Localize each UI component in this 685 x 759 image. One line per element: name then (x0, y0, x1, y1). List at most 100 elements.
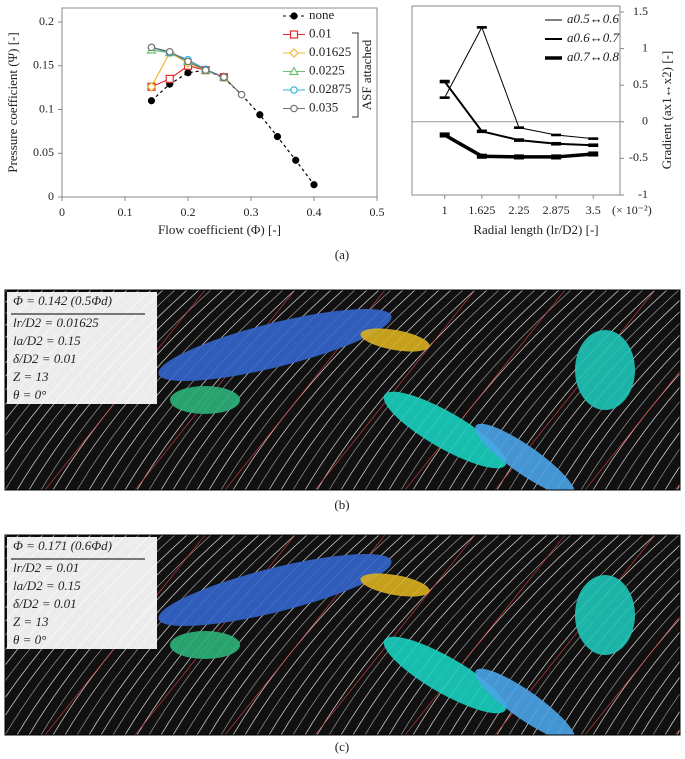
streamline (328, 290, 500, 490)
streamline (100, 290, 272, 490)
caption: (c) (335, 739, 349, 754)
legend-label: 0.02875 (309, 81, 351, 96)
panel-parameter: Φ = 0.171 (0.6Φd) (13, 538, 112, 553)
x-tick-label: 0 (59, 205, 65, 219)
streamline (160, 535, 332, 735)
streamline (376, 290, 548, 490)
legend-label: 0.035 (309, 99, 338, 114)
streamline (328, 535, 500, 735)
streamline (400, 290, 572, 490)
panel-parameter: la/D2 = 0.15 (13, 578, 81, 593)
marker (476, 153, 487, 159)
streamline (652, 693, 680, 735)
streamline (424, 535, 596, 735)
vortex-blob (575, 330, 635, 410)
vortex-blob (383, 391, 507, 469)
legend-marker (290, 104, 298, 113)
panel-parameter: Z = 13 (13, 614, 49, 629)
y2-tick-label: 0 (642, 114, 648, 128)
legend-label: 0.0225 (309, 62, 345, 77)
y-tick-label: 0.2 (39, 14, 54, 28)
streamline (100, 535, 272, 735)
vortex-blob (158, 553, 392, 627)
legend-bracket (352, 32, 359, 118)
y2-tick-label: 0.5 (633, 77, 648, 91)
streamline (364, 535, 536, 735)
legend-label: a0.6↔0.7 (567, 30, 620, 45)
y2-tick-label: 1.5 (633, 4, 648, 18)
streamline (412, 290, 584, 490)
streamline (580, 359, 680, 490)
streamline (592, 617, 680, 735)
marker (146, 81, 157, 92)
blade-edge (404, 290, 566, 490)
streamline (376, 535, 548, 735)
vortex-blob (360, 573, 430, 597)
marker (513, 126, 524, 129)
legend-marker (290, 86, 298, 94)
marker (147, 97, 156, 105)
series-line (151, 69, 315, 186)
panel-parameter: lr/D2 = 0.01 (13, 560, 79, 575)
panel-parameter: δ/D2 = 0.01 (13, 351, 77, 366)
streamline (604, 386, 680, 490)
marker (292, 156, 300, 164)
blade-edge (584, 370, 680, 490)
streamline (304, 535, 476, 735)
streamline (424, 290, 596, 490)
label-box (7, 292, 157, 404)
marker (310, 181, 318, 189)
marker (165, 74, 174, 83)
marker (184, 69, 192, 77)
streamline (436, 290, 608, 490)
streamline (640, 676, 680, 735)
marker (165, 47, 174, 56)
marker (237, 90, 246, 99)
streamline (400, 535, 572, 735)
streamline (436, 535, 608, 735)
streamline (652, 448, 680, 490)
x-axis-label: Flow coefficient (Φ) [-] (158, 222, 281, 237)
legend-marker (290, 12, 298, 20)
marker (588, 137, 599, 140)
streamline (628, 660, 680, 735)
y-tick-label: 0.15 (33, 58, 54, 72)
streamline (340, 290, 512, 490)
marker (588, 143, 599, 148)
x-tick-label: 0.4 (307, 205, 322, 219)
vortex-blob (475, 423, 575, 490)
marker (476, 129, 487, 134)
streamline (256, 535, 428, 735)
vortex-blob (158, 308, 392, 382)
legend-label: 0.01 (309, 25, 332, 40)
panel-parameter: lr/D2 = 0.01625 (13, 315, 99, 330)
y2-axis-label: Gradient (ax1↔x2) [-] (659, 51, 674, 169)
streamline (316, 535, 488, 735)
marker (551, 141, 562, 146)
label-box (7, 537, 157, 649)
vortex-blob (575, 575, 635, 655)
legend-label: none (309, 7, 335, 22)
streamline (640, 431, 680, 490)
streamline (88, 535, 260, 735)
streamline (568, 591, 680, 735)
streamline (460, 290, 632, 490)
y-axis-label: Pressure coefficient (Ψ) [-] (5, 32, 20, 172)
streamline (616, 645, 680, 735)
marker (476, 26, 487, 29)
marker (201, 66, 210, 74)
streamline (340, 535, 512, 735)
marker (256, 111, 264, 119)
series-line (443, 133, 594, 159)
legend-label: a0.7↔0.8 (567, 49, 620, 64)
plot-frame (411, 5, 621, 196)
caption: (b) (334, 497, 349, 512)
legend-marker (288, 66, 300, 76)
blade-edge (404, 535, 566, 735)
legend-note: ASF attached (359, 39, 374, 110)
x-axis-label: Radial length (lr/D2) [-] (473, 222, 598, 237)
marker (588, 151, 599, 157)
vortex-blob (475, 668, 575, 735)
panel-parameter: δ/D2 = 0.01 (13, 596, 77, 611)
streamline (448, 535, 620, 735)
